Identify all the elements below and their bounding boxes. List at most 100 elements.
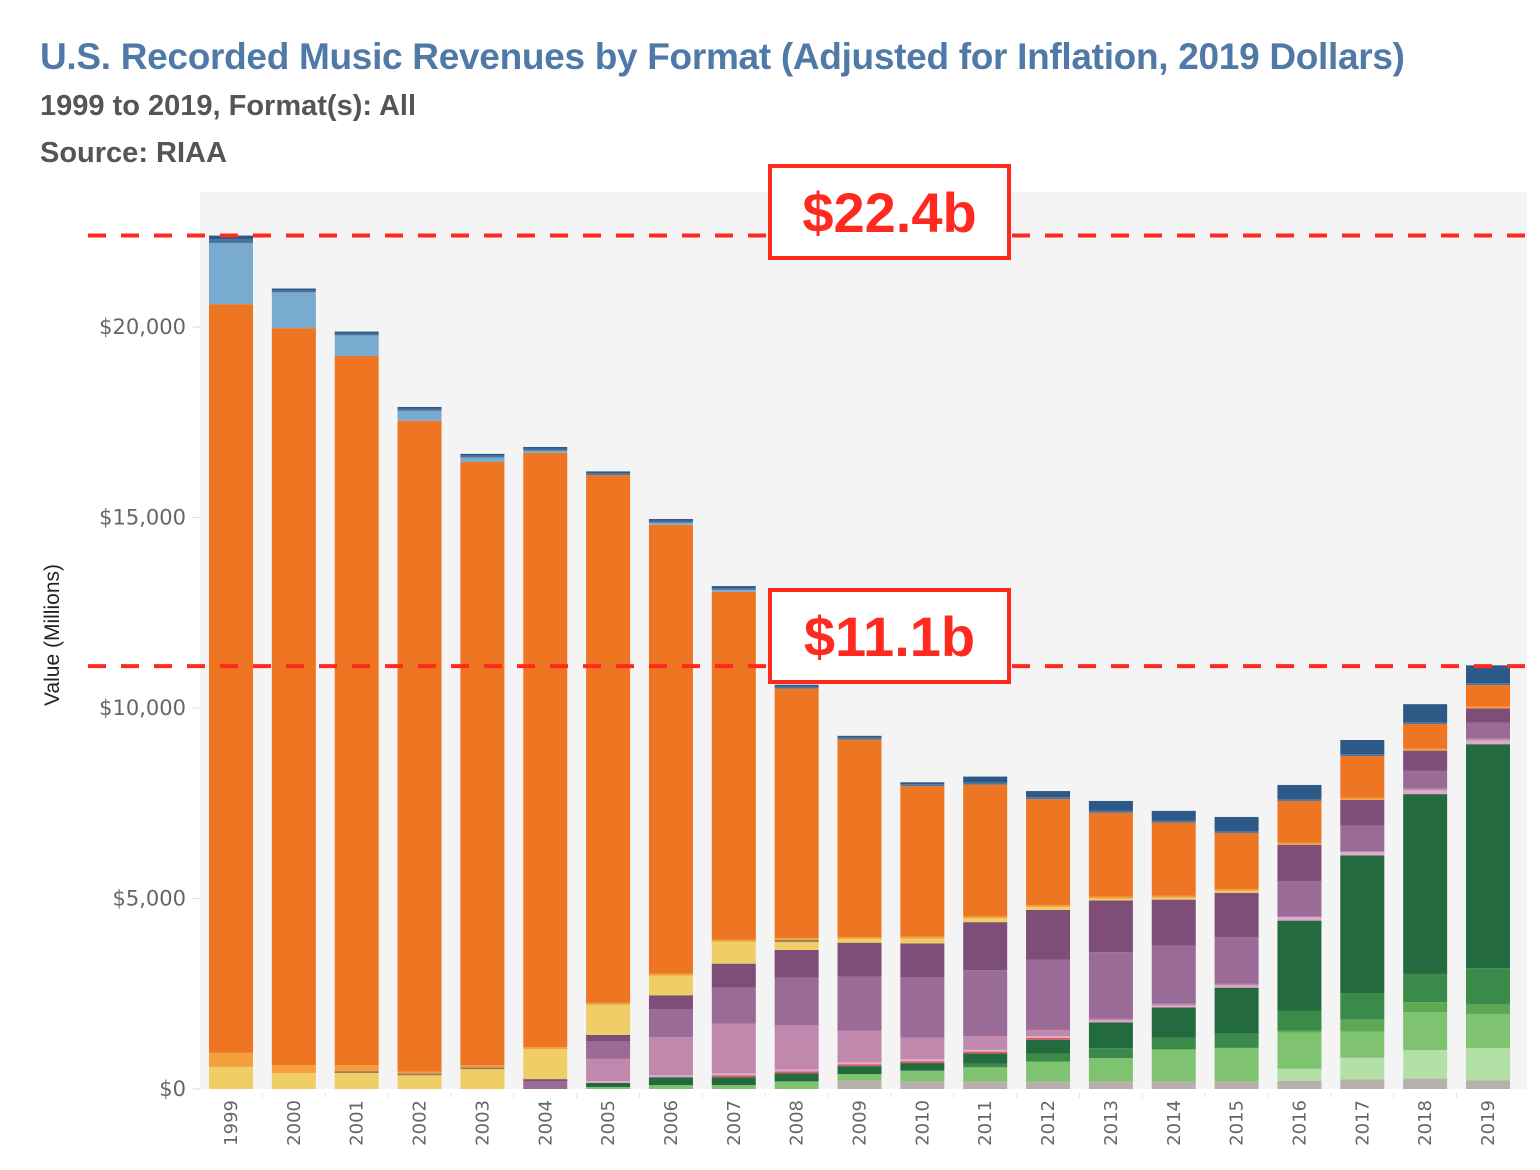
bar-segment-yellow bbox=[711, 941, 756, 964]
bar-segment-mid-green-2 bbox=[1277, 1030, 1322, 1033]
bar-segment-light-pink bbox=[1214, 985, 1259, 988]
bar-segment-orange bbox=[1026, 799, 1071, 905]
bar-stack-2010 bbox=[900, 782, 945, 1089]
bar-segment-dark-purple bbox=[1466, 708, 1510, 723]
bar-segment-orange bbox=[523, 452, 568, 1048]
bar-segment-purple bbox=[1026, 959, 1071, 1030]
bar-segment-light-orange bbox=[460, 1065, 505, 1068]
bar-segment-light-pink bbox=[1403, 790, 1448, 795]
bar-segment-light-blue bbox=[271, 292, 316, 329]
bar-segment-navy bbox=[460, 453, 505, 456]
bar-stack-2016 bbox=[1277, 784, 1322, 1089]
bar-stack-2003 bbox=[460, 453, 505, 1089]
bar-stack-1999 bbox=[209, 235, 253, 1089]
bar-segment-light-blue bbox=[397, 410, 442, 421]
bar-segment-navy bbox=[1088, 800, 1133, 811]
bar-segment-steel-blue bbox=[1403, 722, 1448, 725]
bar-segment-mid-green bbox=[1151, 1037, 1196, 1050]
bar-segment-orange bbox=[774, 688, 819, 939]
bar-segment-mid-green bbox=[1403, 973, 1448, 1003]
bar-segment-yellow bbox=[774, 941, 819, 950]
bar-segment-mid-green-2 bbox=[1340, 1019, 1385, 1032]
bar-segment-red bbox=[837, 1064, 882, 1067]
bar-segment-dark-purple bbox=[711, 963, 756, 988]
bar-segment-red bbox=[711, 1075, 756, 1078]
x-tick-label: 2015 bbox=[1227, 1100, 1248, 1146]
bar-segment-navy bbox=[523, 447, 568, 449]
bar-segment-steel-blue bbox=[774, 686, 819, 689]
bar-segment-light-pink bbox=[837, 1062, 882, 1065]
x-tick-label: 2002 bbox=[410, 1100, 431, 1146]
bar-segment-light-orange bbox=[1277, 842, 1322, 845]
bar-segment-navy bbox=[711, 586, 756, 588]
bar-segment-dark-green bbox=[837, 1066, 882, 1075]
x-tick-label: 2016 bbox=[1289, 1100, 1310, 1146]
bar-segment-purple bbox=[1340, 825, 1385, 852]
bar-segment-light-pink bbox=[1466, 740, 1510, 745]
bar-segment-yellow bbox=[963, 918, 1008, 923]
bar-segment-light-blue bbox=[209, 243, 253, 305]
bar-segment-brown bbox=[334, 1071, 379, 1073]
bar-segment-yellow bbox=[1151, 897, 1196, 900]
bar-segment-steel-blue bbox=[1466, 683, 1510, 686]
bar-segment-light-blue bbox=[648, 522, 693, 525]
bar-segment-light-blue bbox=[523, 450, 568, 453]
bar-segment-gray bbox=[900, 1081, 945, 1089]
bar-segment-dark-green bbox=[1403, 794, 1448, 974]
bar-segment-mid-green bbox=[1214, 1033, 1259, 1048]
bar-segment-dark-green bbox=[963, 1053, 1008, 1064]
bar-segment-navy bbox=[1214, 816, 1259, 832]
bar-segment-dark-purple bbox=[1026, 909, 1071, 960]
bar-segment-light-pink bbox=[648, 1075, 693, 1078]
bar-segment-pink bbox=[1088, 1018, 1133, 1021]
bar-segment-yellow bbox=[1026, 906, 1071, 910]
bar-segment-steel-blue bbox=[209, 239, 253, 244]
bar-segment-light-orange bbox=[586, 1002, 631, 1005]
bar-segment-light-orange bbox=[271, 1064, 316, 1073]
annotation-current-value: $11.1b bbox=[768, 588, 1011, 684]
bar-segment-purple bbox=[900, 977, 945, 1038]
bar-segment-orange bbox=[586, 475, 631, 1003]
bar-segment-gray bbox=[1026, 1081, 1071, 1089]
bar-segment-purple bbox=[1403, 770, 1448, 789]
bar-segment-green bbox=[1214, 1047, 1259, 1082]
bar-segment-light-orange bbox=[900, 936, 945, 939]
bar-segment-green bbox=[963, 1067, 1008, 1082]
x-tick-label: 2004 bbox=[535, 1100, 556, 1146]
bar-segment-light-pink bbox=[1277, 916, 1322, 921]
bar-segment-navy bbox=[1403, 704, 1448, 723]
bar-segment-light-pink bbox=[900, 1059, 945, 1062]
bar-segment-red bbox=[900, 1061, 945, 1064]
bar-segment-light-orange bbox=[1466, 706, 1510, 709]
bar-segment-yellow bbox=[334, 1072, 379, 1089]
bar-segment-purple bbox=[711, 987, 756, 1024]
x-tick-label: 2000 bbox=[284, 1100, 305, 1146]
bar-segment-light-blue bbox=[711, 589, 756, 592]
bar-stack-2007 bbox=[711, 586, 756, 1089]
bar-segment-dark-green bbox=[1026, 1039, 1071, 1054]
bar-segment-orange bbox=[963, 784, 1008, 917]
bar-segment-navy bbox=[1277, 784, 1322, 800]
bar-segment-gray bbox=[837, 1080, 882, 1089]
x-tick-label: 1999 bbox=[221, 1100, 242, 1146]
bar-segment-dark-green bbox=[1340, 855, 1385, 994]
y-axis-label: Value (Millions) bbox=[41, 564, 64, 706]
bar-segment-gray bbox=[1151, 1081, 1196, 1089]
bar-segment-purple bbox=[837, 976, 882, 1031]
bar-segment-orange bbox=[1214, 832, 1259, 889]
bar-segment-orange bbox=[711, 591, 756, 940]
bar-segment-pink bbox=[1151, 1003, 1196, 1006]
bar-segment-light-blue bbox=[334, 335, 379, 356]
bar-segment-dark-purple bbox=[523, 1079, 568, 1081]
bar-segment-pink bbox=[1466, 738, 1510, 741]
bar-segment-green bbox=[648, 1085, 693, 1089]
bar-segment-red bbox=[963, 1051, 1008, 1054]
bar-segment-red bbox=[1026, 1037, 1071, 1040]
bar-segment-navy bbox=[1151, 810, 1196, 821]
bar-segment-mid-green bbox=[1466, 968, 1510, 1005]
bar-segment-steel-blue bbox=[271, 290, 316, 293]
bar-segment-light-pink bbox=[1340, 851, 1385, 856]
bar-stack-2019 bbox=[1466, 665, 1510, 1089]
y-tick-label: $20,000 bbox=[99, 315, 186, 339]
bar-segment-light-green bbox=[1277, 1068, 1322, 1081]
